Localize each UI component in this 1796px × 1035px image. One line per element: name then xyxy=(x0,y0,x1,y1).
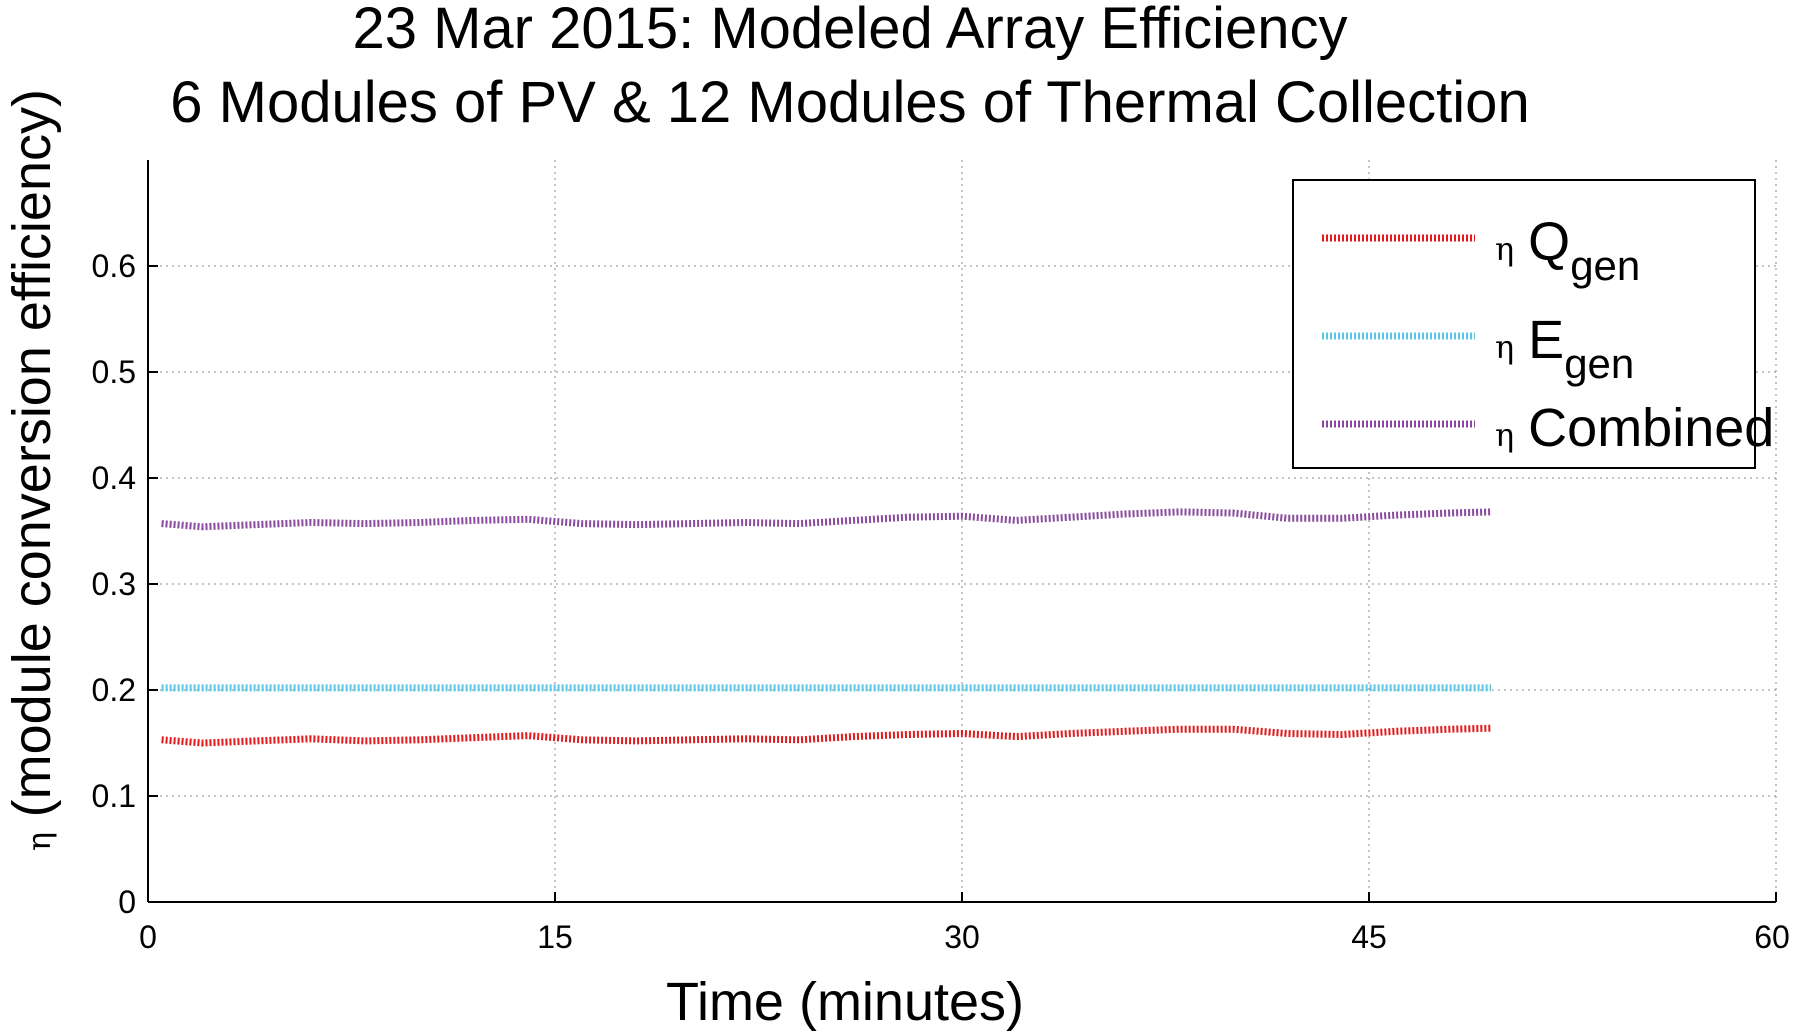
y-axis-label-symbol: η xyxy=(20,832,58,851)
series-layer xyxy=(161,508,1492,747)
y-tick-label: 0.1 xyxy=(92,778,136,814)
x-tick-label: 60 xyxy=(1754,919,1790,955)
y-tick-label: 0.5 xyxy=(92,354,136,390)
y-tick-label: 0.6 xyxy=(92,248,136,284)
x-axis-label: Time (minutes) xyxy=(666,972,1024,1032)
legend-eta-symbol: η xyxy=(1495,416,1514,454)
chart-title: 23 Mar 2015: Modeled Array Efficiency xyxy=(352,0,1347,61)
x-tick-label: 0 xyxy=(139,919,157,955)
legend-subscript: gen xyxy=(1564,340,1634,387)
y-axis-label-text: η (module conversion efficiency) xyxy=(2,89,62,851)
y-axis-label-words: (module conversion efficiency) xyxy=(2,89,62,817)
x-tick-label: 15 xyxy=(537,919,573,955)
x-tick-label: 30 xyxy=(944,919,980,955)
series-line-1 xyxy=(161,724,1492,747)
legend-entry-3: η Combined xyxy=(1495,398,1774,458)
chart-subtitle: 6 Modules of PV & 12 Modules of Thermal … xyxy=(170,70,1529,135)
x-tick-label: 45 xyxy=(1351,919,1387,955)
legend-eta-symbol: η xyxy=(1495,328,1514,366)
y-tick-label: 0.2 xyxy=(92,672,136,708)
legend-eta-symbol: η xyxy=(1495,230,1514,268)
y-tick-label: 0.3 xyxy=(92,566,136,602)
y-tick-label: 0 xyxy=(118,884,136,920)
legend-main-text: Combined xyxy=(1528,398,1774,458)
series-line-3 xyxy=(161,508,1492,531)
y-axis-label: η (module conversion efficiency) xyxy=(2,89,62,851)
legend-subscript: gen xyxy=(1570,242,1640,289)
legend-main-text: Q xyxy=(1528,212,1570,272)
y-tick-label: 0.4 xyxy=(92,460,136,496)
legend-entry-2: η Egen xyxy=(1495,310,1634,387)
legend-main-text: E xyxy=(1528,310,1564,370)
legend-box xyxy=(1292,179,1756,469)
legend-entry-1: η Qgen xyxy=(1495,212,1640,289)
tick-labels: 0 15 30 45 60 0 0.1 0.2 0.3 0.4 0.5 0.6 xyxy=(92,248,1790,955)
